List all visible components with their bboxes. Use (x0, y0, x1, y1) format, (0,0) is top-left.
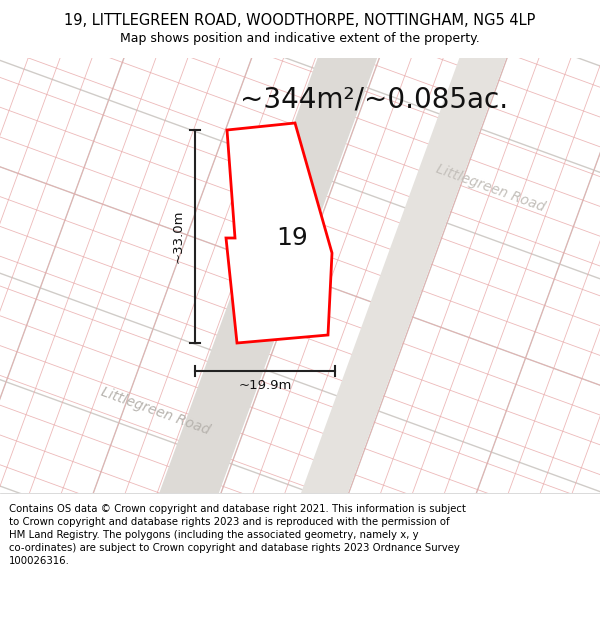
Text: ~344m²/~0.085ac.: ~344m²/~0.085ac. (240, 85, 508, 113)
Text: Littlegreen Road: Littlegreen Road (98, 385, 211, 438)
Text: Littlegreen Road: Littlegreen Road (434, 162, 547, 214)
Text: Map shows position and indicative extent of the property.: Map shows position and indicative extent… (120, 32, 480, 45)
Polygon shape (226, 123, 332, 343)
Text: 19: 19 (276, 226, 308, 250)
Text: 19, LITTLEGREEN ROAD, WOODTHORPE, NOTTINGHAM, NG5 4LP: 19, LITTLEGREEN ROAD, WOODTHORPE, NOTTIN… (64, 12, 536, 28)
Text: ~33.0m: ~33.0m (172, 210, 185, 263)
Polygon shape (101, 0, 600, 625)
Polygon shape (0, 0, 554, 625)
Text: ~19.9m: ~19.9m (238, 379, 292, 392)
Text: Contains OS data © Crown copyright and database right 2021. This information is : Contains OS data © Crown copyright and d… (9, 504, 466, 566)
